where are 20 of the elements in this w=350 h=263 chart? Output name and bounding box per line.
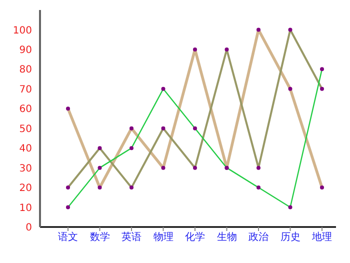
- y-tick-label: 90: [19, 45, 32, 56]
- x-tick-label: 生物: [216, 231, 237, 244]
- x-tick-label: 地理: [311, 231, 332, 244]
- x-tick-label: 物理: [153, 232, 174, 244]
- y-tick-label: 50: [19, 124, 32, 135]
- x-tick-label: 数学: [90, 231, 110, 244]
- x-tick-label: 语文: [58, 231, 78, 244]
- y-tick-label: 80: [19, 64, 32, 76]
- y-tick-label: 10: [19, 202, 32, 214]
- x-tick-label: 化学: [185, 231, 205, 244]
- y-tick-label: 40: [19, 144, 32, 155]
- y-tick-label: 0: [26, 222, 32, 234]
- y-tick-label: 60: [19, 104, 32, 116]
- y-tick-label: 30: [19, 163, 32, 174]
- x-tick-label: 政治: [248, 231, 268, 244]
- y-tick-label: 100: [12, 25, 32, 36]
- x-tick-label: 历史: [280, 231, 300, 244]
- x-tick-label: 英语: [122, 231, 142, 244]
- y-tick-label: 70: [19, 84, 32, 96]
- y-tick-label: 20: [19, 183, 32, 194]
